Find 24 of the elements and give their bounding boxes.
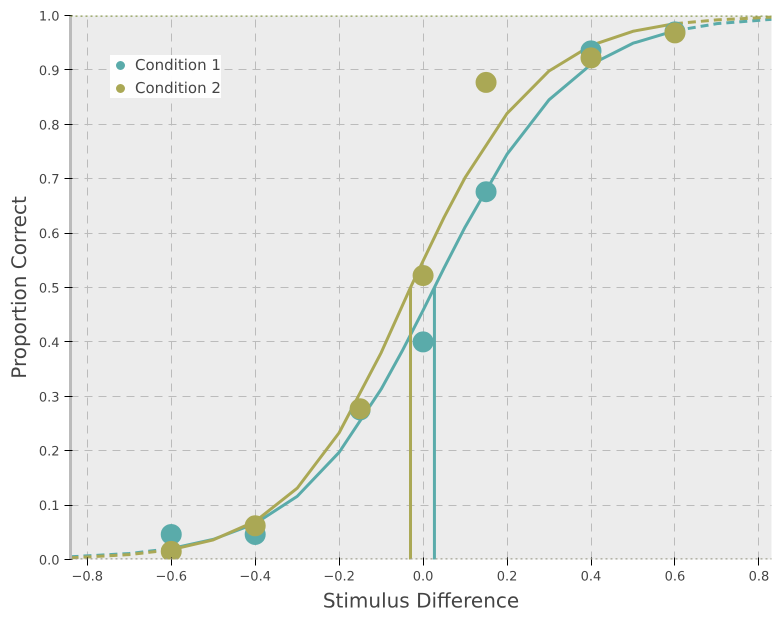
y-tick-label: 0.7 bbox=[38, 172, 60, 188]
x-axis-title: Stimulus Difference bbox=[322, 588, 520, 612]
x-tick-label: −0.6 bbox=[155, 570, 188, 584]
y-axis-title: Proportion Correct bbox=[6, 196, 31, 379]
y-tick-label: 0.2 bbox=[38, 444, 60, 460]
x-tick-label: −0.8 bbox=[72, 570, 104, 584]
y-tick-label: 0.3 bbox=[38, 390, 60, 406]
y-tick-label: 0.9 bbox=[38, 64, 60, 79]
legend-label: Condition 1 bbox=[135, 56, 221, 74]
y-tick-label: 1.0 bbox=[38, 10, 60, 24]
y-tick-label: 0.6 bbox=[38, 227, 60, 242]
x-tick-label: 0.6 bbox=[664, 570, 686, 584]
x-tick-label: 0.0 bbox=[412, 570, 434, 584]
x-tick-label: 0.2 bbox=[496, 570, 518, 584]
y-tick-label: 0.0 bbox=[38, 554, 60, 568]
y-tick-label: 0.8 bbox=[38, 118, 60, 134]
legend-label: Condition 2 bbox=[135, 79, 221, 97]
x-tick-label: 0.4 bbox=[580, 570, 602, 584]
x-tick-label: 0.8 bbox=[748, 570, 770, 584]
y-tick-label: 0.5 bbox=[38, 282, 60, 296]
y-tick-label: 0.1 bbox=[38, 499, 60, 514]
y-tick-label: 0.4 bbox=[38, 336, 60, 351]
x-tick-label: −0.4 bbox=[239, 570, 271, 584]
x-tick-label: −0.2 bbox=[323, 570, 355, 584]
